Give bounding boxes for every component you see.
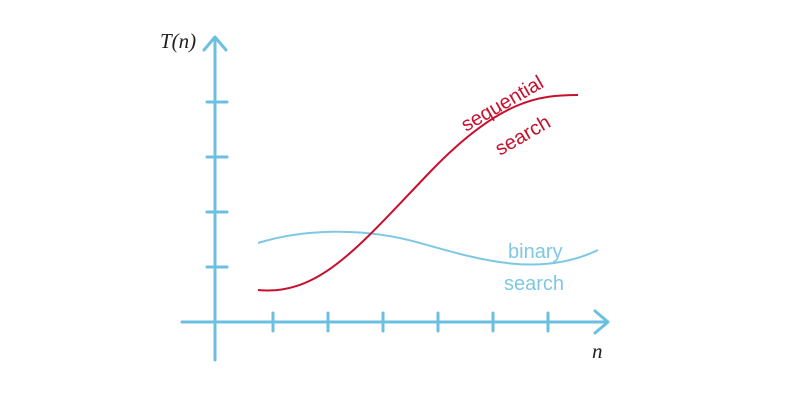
- curve-label: search: [492, 111, 555, 160]
- x-ticks: [271, 311, 550, 333]
- y-arrow: [202, 35, 228, 52]
- curve-label: search: [504, 273, 564, 295]
- curve-label: binary: [508, 241, 562, 263]
- axes: [180, 35, 610, 362]
- x-arrow: [593, 309, 610, 335]
- binary-curve: [257, 230, 599, 266]
- y-label: T(n): [160, 29, 196, 53]
- x-label: n: [592, 339, 603, 363]
- y-ticks: [205, 100, 229, 269]
- sequential-curve: [257, 94, 579, 292]
